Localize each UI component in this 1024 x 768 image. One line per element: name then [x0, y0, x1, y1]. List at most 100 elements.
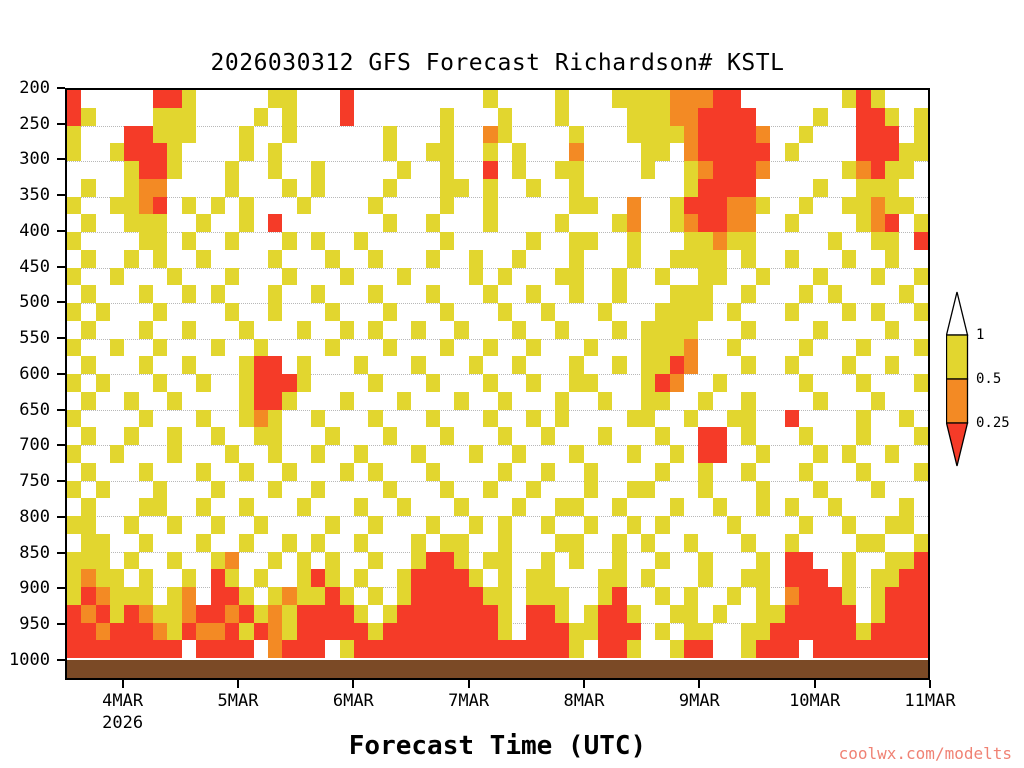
heatmap-cell — [698, 605, 712, 623]
heatmap-cell — [498, 498, 512, 516]
heatmap-cell — [454, 640, 469, 659]
heatmap-cell — [497, 462, 512, 481]
heatmap-cell — [597, 622, 613, 641]
heatmap-cell — [914, 197, 928, 215]
heatmap-cell — [627, 498, 641, 516]
heatmap-cell — [727, 374, 741, 392]
heatmap-cell — [425, 409, 441, 428]
heatmap-cell — [913, 622, 928, 641]
heatmap-cell — [440, 250, 454, 268]
heatmap-cell — [239, 587, 254, 605]
heatmap-cell — [526, 463, 540, 481]
heatmap-cell — [483, 480, 498, 499]
heatmap-cell — [526, 392, 540, 410]
heatmap-cell — [669, 125, 685, 144]
heatmap-cell — [325, 356, 339, 374]
heatmap-cell — [497, 640, 512, 659]
heatmap-cell — [641, 214, 655, 232]
heatmap-cell — [713, 552, 727, 570]
heatmap-cell — [526, 409, 541, 428]
heatmap-cell — [354, 427, 368, 445]
heatmap-cell — [511, 640, 527, 659]
heatmap-cell — [239, 445, 253, 463]
heatmap-cell — [153, 569, 167, 587]
heatmap-cell — [641, 445, 655, 463]
heatmap-cell — [712, 90, 728, 108]
heatmap-cell — [684, 587, 699, 605]
heatmap-cell — [512, 427, 526, 445]
heatmap-cell — [655, 197, 669, 215]
heatmap-cell — [612, 445, 626, 463]
heatmap-cell — [813, 178, 828, 197]
heatmap-cell — [267, 427, 283, 446]
heatmap-cell — [210, 569, 225, 588]
heatmap-cell — [913, 427, 928, 446]
heatmap-cell — [426, 90, 440, 108]
heatmap-cell — [713, 516, 727, 534]
heatmap-cell — [440, 551, 455, 570]
heatmap-cell — [813, 587, 828, 605]
heatmap-cell — [411, 268, 425, 286]
heatmap-cell — [153, 356, 167, 374]
heatmap-cell — [641, 587, 655, 605]
heatmap-cell — [411, 356, 426, 375]
heatmap-cell — [841, 445, 857, 463]
heatmap-cell — [310, 533, 326, 552]
heatmap-cell — [828, 463, 842, 481]
heatmap-cell — [382, 143, 398, 161]
heatmap-cell — [712, 178, 728, 197]
heatmap-cell — [813, 640, 828, 659]
heatmap-cell — [254, 321, 268, 339]
heatmap-cell — [81, 569, 96, 588]
heatmap-cell — [382, 480, 398, 499]
heatmap-cell — [770, 622, 785, 641]
heatmap-cell — [741, 445, 755, 463]
heatmap-cell — [411, 179, 425, 197]
heatmap-cell — [483, 374, 498, 392]
heatmap-cell — [598, 410, 612, 428]
heatmap-cell — [254, 161, 268, 179]
heatmap-cell — [641, 268, 655, 286]
heatmap-cell — [340, 126, 354, 144]
heatmap-cell — [138, 498, 154, 517]
heatmap-cell — [784, 498, 799, 517]
heatmap-cell — [627, 285, 641, 303]
heatmap-cell — [914, 516, 928, 534]
heatmap-cell — [511, 498, 527, 517]
heatmap-cell — [67, 463, 81, 481]
heatmap-cell — [483, 356, 497, 374]
heatmap-cell — [239, 232, 253, 250]
heatmap-cell — [81, 391, 96, 410]
heatmap-cell — [96, 445, 110, 463]
heatmap-cell — [167, 250, 181, 268]
heatmap-cell — [612, 463, 626, 481]
heatmap-cell — [354, 533, 369, 552]
heatmap-cell — [884, 356, 900, 375]
heatmap-cell — [799, 108, 813, 126]
heatmap-cell — [124, 587, 139, 605]
heatmap-cell — [684, 338, 699, 357]
heatmap-cell — [354, 268, 368, 286]
heatmap-cell — [211, 445, 225, 463]
heatmap-cell — [841, 516, 857, 534]
heatmap-cell — [583, 232, 598, 250]
heatmap-cell — [669, 356, 685, 375]
heatmap-cell — [512, 463, 526, 481]
heatmap-cell — [841, 551, 857, 570]
heatmap-cell — [712, 374, 728, 392]
heatmap-cell — [698, 445, 713, 463]
heatmap-cell — [899, 551, 914, 570]
heatmap-cell — [454, 250, 468, 268]
heatmap-cell — [383, 321, 397, 339]
heatmap-cell — [713, 392, 727, 410]
heatmap-cell — [211, 356, 225, 374]
heatmap-cell — [512, 339, 526, 357]
heatmap-cell — [397, 303, 411, 321]
heatmap-cell — [698, 214, 713, 233]
heatmap-cell — [899, 445, 913, 463]
heatmap-cell — [354, 392, 368, 410]
y-tick-mark — [57, 265, 65, 268]
heatmap-cell — [454, 391, 469, 410]
heatmap-cell — [584, 285, 598, 303]
heatmap-cell — [383, 498, 397, 516]
